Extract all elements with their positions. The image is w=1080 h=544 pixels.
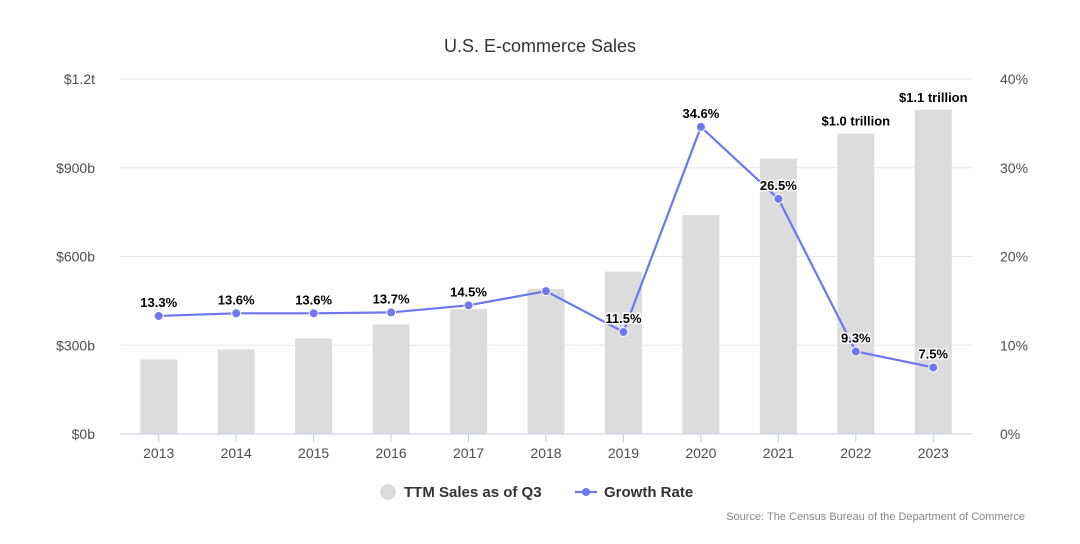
line-data-label: 14.5% <box>450 284 487 299</box>
y-left-tick-label: $600b <box>56 249 95 265</box>
y-right-tick-label: 0% <box>1000 426 1020 442</box>
line-series <box>153 121 939 373</box>
x-tick-label: 2023 <box>918 445 949 461</box>
legend-item-sales[interactable]: TTM Sales as of Q3 <box>380 484 542 501</box>
line-data-label: 26.5% <box>760 178 797 193</box>
bar-data-label: $1.1 trillion <box>899 90 968 105</box>
y-right-tick-label: 30% <box>1000 160 1028 176</box>
y-left-tick-label: $1.2t <box>64 71 95 87</box>
y-left-tick-label: $900b <box>56 160 95 176</box>
growth-rate-point[interactable] <box>153 310 164 321</box>
x-tick-label: 2022 <box>840 445 871 461</box>
bar[interactable] <box>759 158 797 434</box>
growth-rate-point[interactable] <box>695 121 706 132</box>
x-tick-label: 2016 <box>376 445 407 461</box>
x-tick-label: 2021 <box>763 445 794 461</box>
y-right-tick-label: 40% <box>1000 71 1028 87</box>
bar-data-label: $1.0 trillion <box>821 114 890 129</box>
y-right-tick-label: 20% <box>1000 249 1028 265</box>
bar[interactable] <box>837 133 875 434</box>
bar[interactable] <box>140 359 178 434</box>
x-tick-label: 2013 <box>143 445 174 461</box>
bar[interactable] <box>295 338 333 434</box>
growth-rate-point[interactable] <box>928 362 939 373</box>
y-left-tick-label: $0b <box>72 426 96 442</box>
bar[interactable] <box>682 215 720 434</box>
legend-item-growth[interactable]: Growth Rate <box>575 484 693 501</box>
legend-sales-marker-icon <box>380 484 396 500</box>
x-tick-label: 2019 <box>608 445 639 461</box>
growth-rate-point[interactable] <box>308 308 319 319</box>
bar[interactable] <box>217 349 255 434</box>
growth-rate-point[interactable] <box>541 286 551 297</box>
source-credit: Source: The Census Bureau of the Departm… <box>726 511 1025 523</box>
legend-growth-label: Growth Rate <box>604 484 693 501</box>
growth-rate-point[interactable] <box>850 346 861 357</box>
legend-growth-marker-icon <box>582 488 590 496</box>
bar[interactable] <box>450 309 488 434</box>
line-data-label: 13.7% <box>373 291 410 306</box>
legend-sales-label: TTM Sales as of Q3 <box>404 484 542 501</box>
data-labels: $1.0 trillion $1.1 trillion 13.3% 13.6% 13.6… <box>139 88 969 363</box>
y-left-tick-label: $300b <box>56 337 95 353</box>
bar[interactable] <box>914 109 952 435</box>
growth-rate-point[interactable] <box>386 307 397 318</box>
growth-rate-point[interactable] <box>618 326 629 337</box>
line-data-label: 13.6% <box>295 292 332 307</box>
line-data-label: 34.6% <box>682 106 719 121</box>
line-data-label: 13.3% <box>140 295 177 310</box>
x-tick-label: 2020 <box>685 445 716 461</box>
growth-rate-point[interactable] <box>463 300 474 311</box>
y-right-tick-label: 10% <box>1000 337 1028 353</box>
line-data-label: 7.5% <box>918 346 948 361</box>
legend[interactable]: TTM Sales as of Q3 Growth Rate <box>380 484 693 501</box>
growth-rate-point[interactable] <box>231 308 242 319</box>
x-tick-label: 2017 <box>453 445 484 461</box>
x-tick-label: 2014 <box>221 445 252 461</box>
line-data-label: 13.6% <box>218 292 255 307</box>
x-tick-label: 2015 <box>298 445 329 461</box>
bar-series <box>140 109 952 435</box>
bar[interactable] <box>527 289 565 434</box>
growth-rate-point[interactable] <box>773 193 784 204</box>
x-tick-label: 2018 <box>530 445 561 461</box>
bar[interactable] <box>372 324 410 434</box>
axes: $0b $300b $600b $900b $1.2t 0% 10% 20% 30% 40% 201… <box>56 71 1028 461</box>
line-data-label: 9.3% <box>841 330 871 345</box>
line-data-label: 11.5% <box>605 311 642 326</box>
chart-title: U.S. E-commerce Sales <box>444 36 636 56</box>
